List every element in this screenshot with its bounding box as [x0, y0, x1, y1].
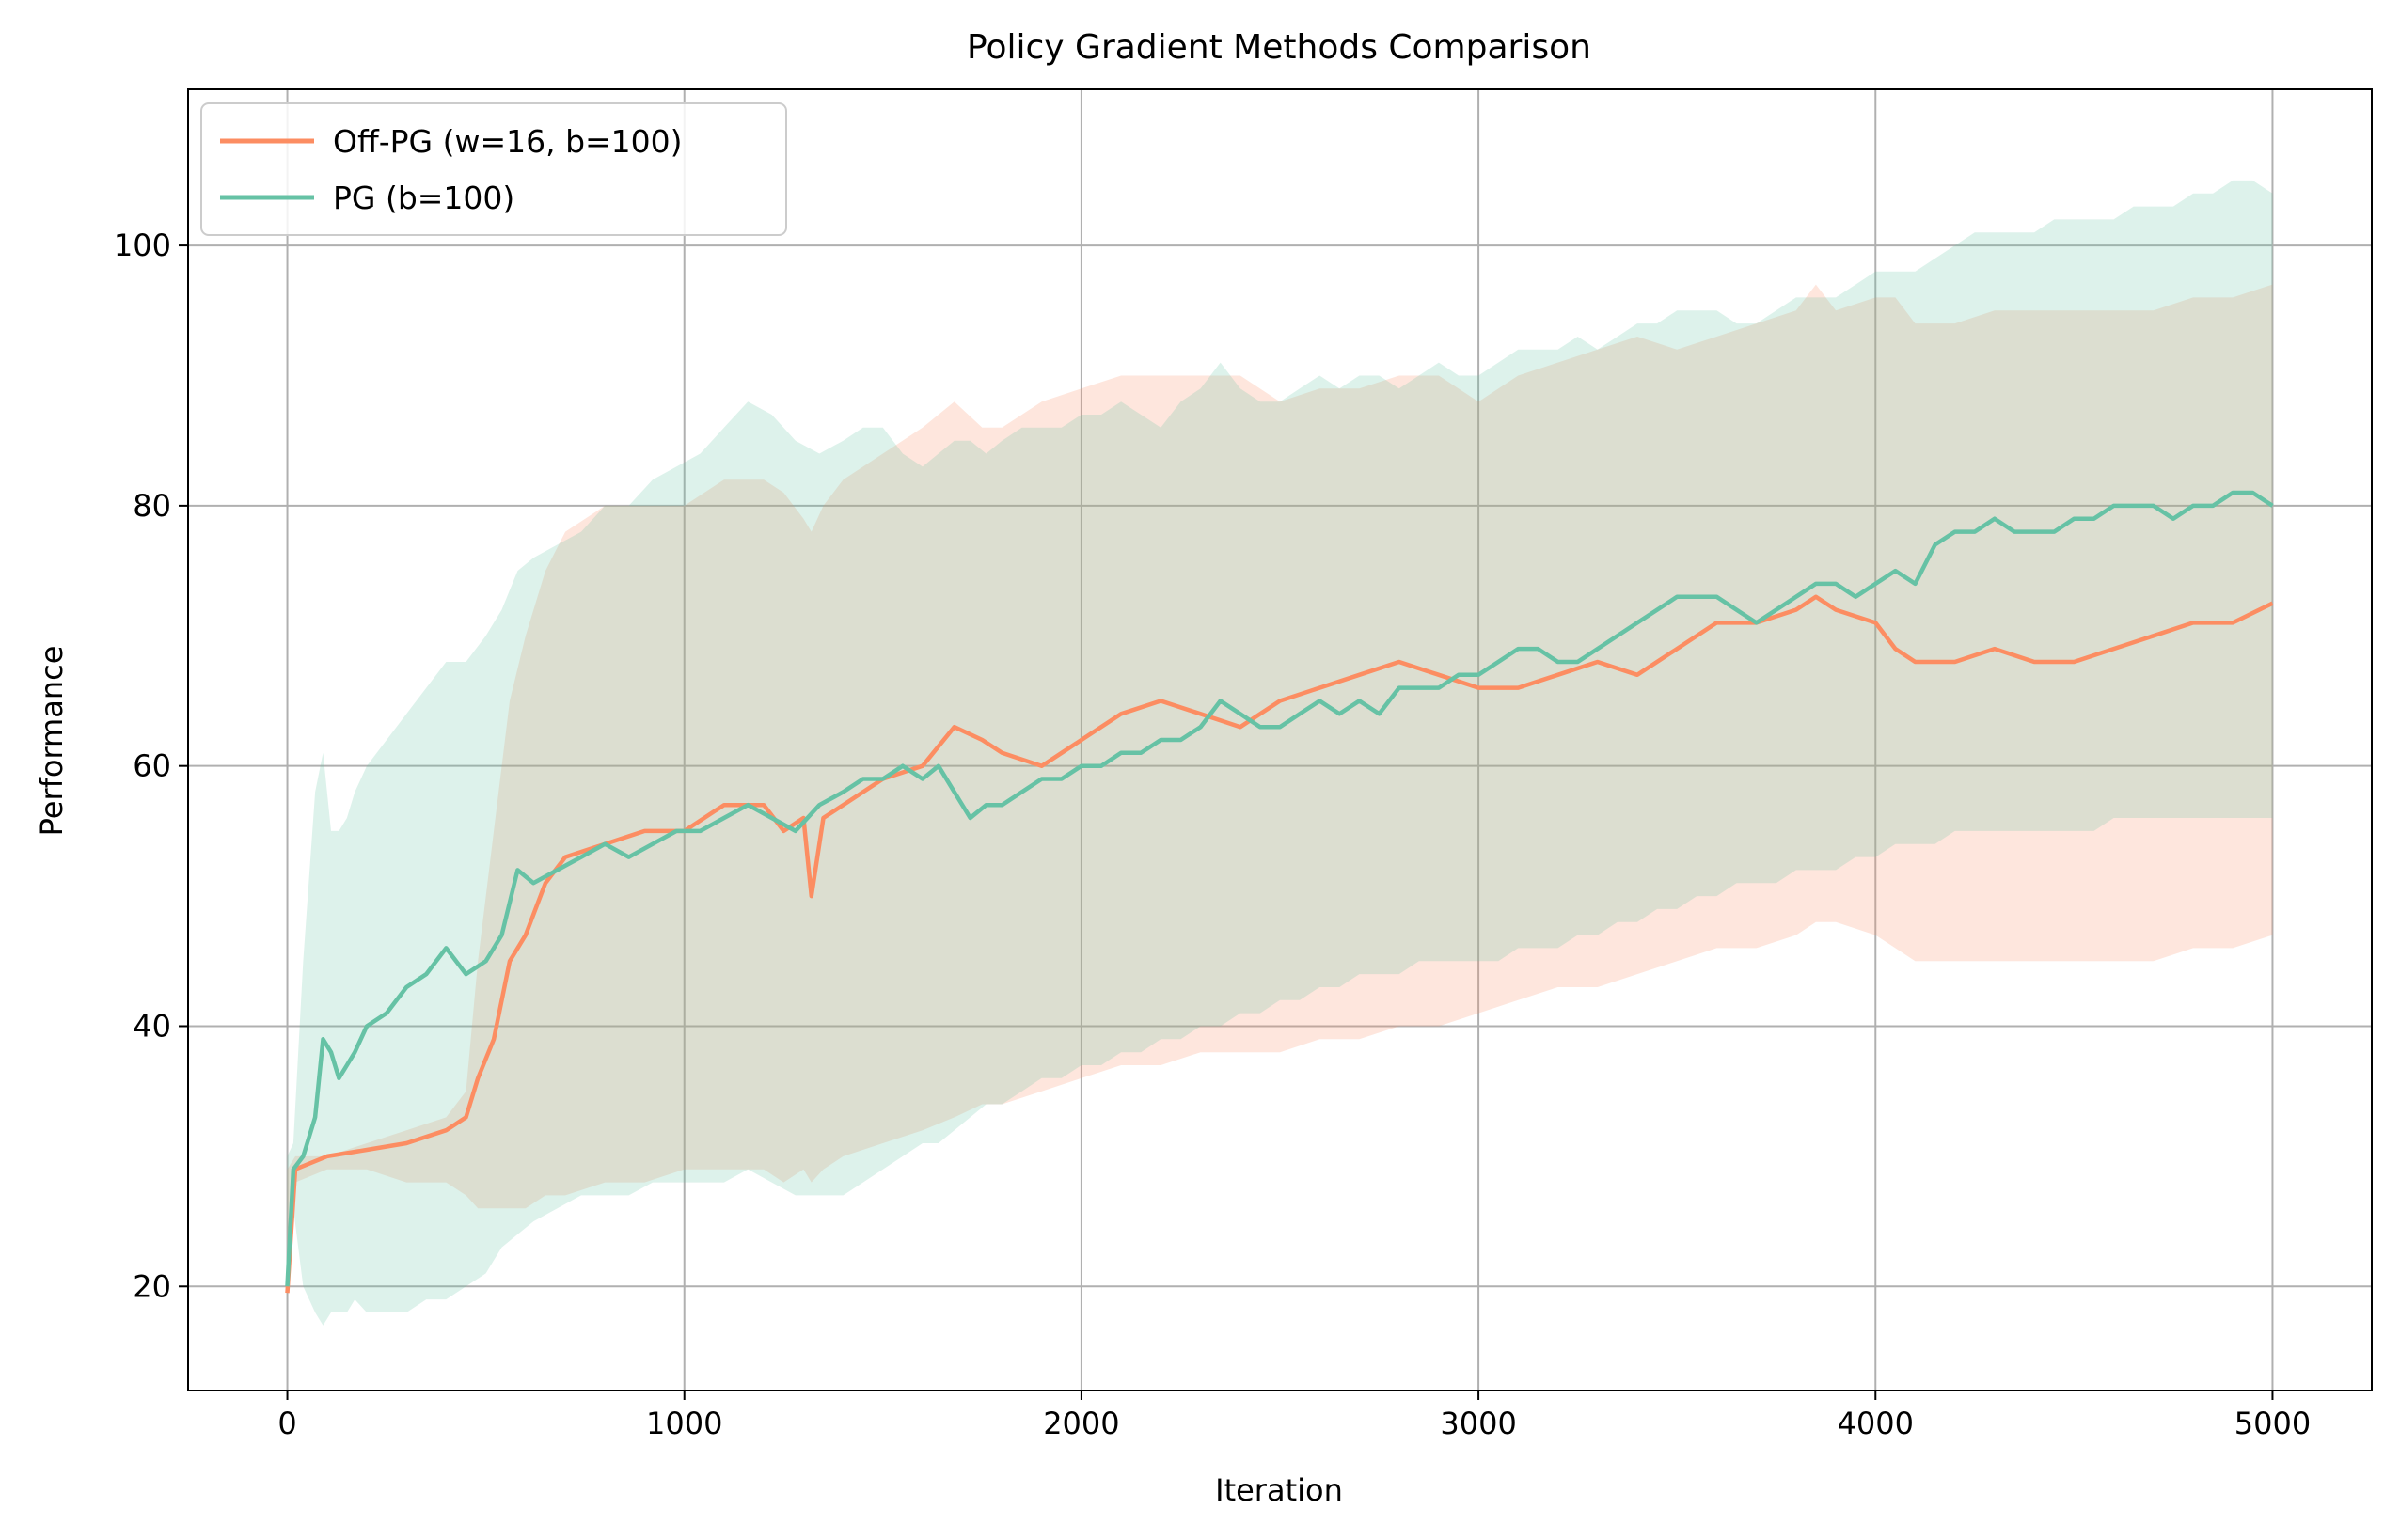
y-tick-label: 100 — [114, 228, 171, 263]
x-tick-label: 0 — [277, 1406, 296, 1441]
x-tick-label: 3000 — [1440, 1406, 1516, 1441]
chart-title: Policy Gradient Methods Comparison — [967, 28, 1591, 67]
legend-label-off-pg: Off-PG (w=16, b=100) — [333, 123, 683, 160]
series-lines — [285, 490, 2274, 1294]
x-tick-label: 1000 — [646, 1406, 722, 1441]
confidence-bands — [287, 180, 2273, 1326]
plot-frame — [187, 88, 2373, 1391]
y-tick-label: 60 — [133, 748, 171, 784]
legend-label-pg: PG (b=100) — [333, 180, 514, 216]
x-tick-label: 2000 — [1043, 1406, 1119, 1441]
series-line-off-pg — [285, 594, 2274, 1294]
band-pg — [287, 180, 2273, 1326]
x-tick-label: 5000 — [2234, 1406, 2311, 1441]
band-off-pg — [287, 284, 2273, 1300]
axis-ticks: 0 1000 2000 3000 4000 5000 20 40 60 80 100 — [114, 228, 2311, 1441]
y-tick-label: 20 — [133, 1268, 171, 1304]
series-line-pg — [285, 490, 2274, 1287]
legend: Off-PG (w=16, b=100) PG (b=100) — [200, 102, 787, 236]
x-tick-label: 4000 — [1838, 1406, 1914, 1441]
y-tick-label: 40 — [133, 1008, 171, 1044]
y-tick-label: 80 — [133, 488, 171, 524]
y-axis-label: Performance — [34, 646, 70, 837]
legend-box — [200, 102, 787, 236]
x-axis-label: Iteration — [1215, 1472, 1343, 1508]
